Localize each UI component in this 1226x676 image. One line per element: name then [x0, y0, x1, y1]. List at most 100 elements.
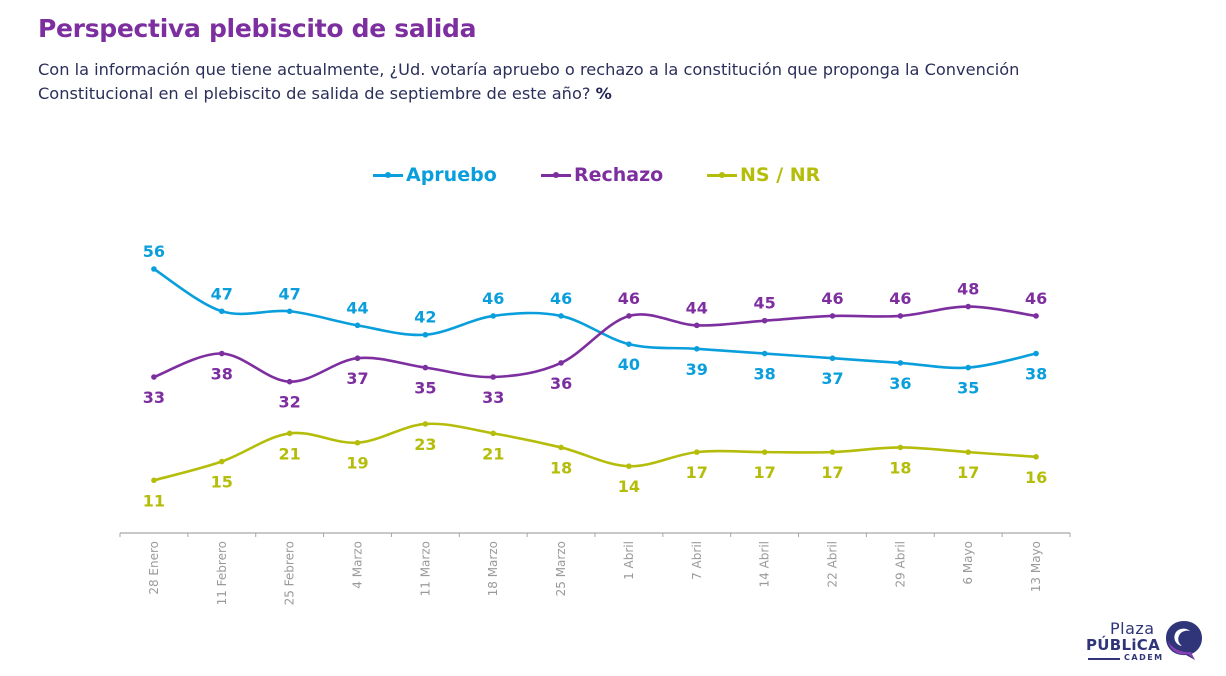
data-point-apruebo	[354, 322, 361, 329]
data-label-nsnr: 21	[482, 444, 504, 463]
data-point-rechazo	[490, 374, 497, 380]
data-point-rechazo	[761, 317, 768, 324]
data-point-apruebo	[829, 355, 836, 362]
data-point-rechazo	[286, 378, 293, 385]
data-point-apruebo	[965, 364, 972, 371]
legend-marker-apruebo	[373, 171, 403, 178]
data-label-nsnr: 19	[346, 454, 368, 473]
data-point-apruebo	[897, 360, 904, 366]
data-point-nsnr	[626, 463, 632, 470]
data-label-nsnr: 15	[211, 473, 233, 492]
data-label-apruebo: 35	[957, 379, 979, 398]
data-label-apruebo: 36	[889, 374, 911, 393]
legend-item-apruebo[interactable]: Apruebo	[373, 164, 497, 186]
chart-legend: Apruebo Rechazo NS / NR	[0, 164, 1226, 194]
data-point-apruebo	[151, 266, 157, 272]
data-label-nsnr: 23	[414, 435, 436, 454]
speech-bubble-logo-icon	[1166, 621, 1202, 660]
data-point-nsnr	[354, 439, 361, 446]
question-text: Con la información que tiene actualmente…	[38, 60, 1020, 103]
data-point-nsnr	[558, 444, 564, 451]
data-label-apruebo: 40	[618, 355, 640, 374]
x-tick-label: 13 Mayo	[1029, 541, 1043, 592]
data-point-apruebo	[761, 350, 768, 357]
x-tick-label: 11 Febrero	[215, 541, 229, 605]
x-tick-label: 14 Abril	[758, 541, 772, 588]
data-label-nsnr: 11	[143, 491, 165, 510]
data-label-apruebo: 42	[414, 308, 436, 327]
data-point-rechazo	[626, 313, 632, 319]
x-tick-label: 28 Enero	[147, 541, 161, 595]
x-tick-label: 1 Abril	[622, 541, 636, 580]
logo-text-plaza: Plaza	[1110, 619, 1155, 638]
data-label-apruebo: 46	[550, 289, 572, 308]
legend-item-nsnr[interactable]: NS / NR	[707, 164, 820, 186]
legend-label-rechazo: Rechazo	[574, 164, 664, 186]
data-label-rechazo: 44	[686, 298, 708, 317]
legend-label-apruebo: Apruebo	[406, 164, 497, 186]
data-label-rechazo: 37	[346, 369, 368, 388]
legend-item-rechazo[interactable]: Rechazo	[541, 164, 663, 186]
x-tick-label: 18 Marzo	[486, 541, 500, 596]
data-label-rechazo: 46	[618, 289, 640, 308]
data-point-apruebo	[490, 313, 497, 319]
data-label-rechazo: 48	[957, 280, 979, 299]
data-point-nsnr	[829, 449, 836, 455]
data-point-rechazo	[1033, 313, 1039, 319]
data-label-rechazo: 38	[211, 365, 233, 384]
data-label-apruebo: 37	[821, 369, 843, 388]
data-point-rechazo	[965, 303, 972, 310]
data-point-rechazo	[354, 355, 361, 362]
data-point-nsnr	[490, 430, 497, 437]
data-point-rechazo	[693, 322, 700, 329]
unit-label: %	[595, 84, 612, 103]
plaza-publica-cadem-logo: Plaza PÚBLiCA CADEM	[1084, 615, 1214, 665]
data-label-apruebo: 44	[346, 298, 368, 317]
data-point-rechazo	[218, 350, 225, 357]
data-label-nsnr: 17	[686, 463, 708, 482]
data-label-apruebo: 47	[211, 284, 233, 303]
data-label-rechazo: 46	[821, 289, 843, 308]
data-label-nsnr: 18	[550, 458, 572, 477]
data-point-nsnr	[151, 477, 157, 484]
data-label-rechazo: 46	[889, 289, 911, 308]
data-label-nsnr: 17	[957, 463, 979, 482]
data-point-nsnr	[897, 444, 904, 451]
data-point-rechazo	[151, 374, 157, 380]
data-label-apruebo: 46	[482, 289, 504, 308]
data-label-rechazo: 35	[414, 379, 436, 398]
data-label-rechazo: 32	[279, 393, 301, 412]
data-point-apruebo	[286, 308, 293, 315]
data-point-nsnr	[422, 421, 429, 427]
x-tick-label: 7 Abril	[690, 541, 704, 580]
data-label-rechazo: 36	[550, 374, 572, 393]
x-tick-label: 25 Febrero	[283, 541, 297, 605]
data-label-apruebo: 38	[1025, 365, 1047, 384]
data-point-nsnr	[218, 458, 225, 465]
data-label-nsnr: 18	[889, 458, 911, 477]
data-label-nsnr: 16	[1025, 468, 1047, 487]
data-point-apruebo	[693, 346, 700, 352]
data-point-rechazo	[422, 364, 429, 371]
data-point-apruebo	[422, 331, 429, 338]
data-point-rechazo	[558, 360, 564, 366]
series-line-nsnr	[152, 422, 1038, 482]
data-label-rechazo: 33	[143, 388, 165, 407]
logo-underline	[1088, 658, 1120, 660]
data-label-nsnr: 17	[821, 463, 843, 482]
data-point-rechazo	[897, 313, 904, 319]
data-label-apruebo: 56	[143, 242, 165, 261]
data-label-nsnr: 21	[279, 444, 301, 463]
legend-label-nsnr: NS / NR	[740, 164, 821, 186]
logo-text-cadem: CADEM	[1124, 653, 1164, 662]
chart-subtitle: Con la información que tiene actualmente…	[38, 58, 1098, 106]
x-tick-label: 11 Marzo	[418, 541, 432, 596]
data-point-rechazo	[829, 313, 836, 319]
x-tick-label: 29 Abril	[893, 541, 907, 588]
data-point-nsnr	[693, 449, 700, 455]
series-line-rechazo	[152, 305, 1038, 383]
x-tick-label: 25 Marzo	[554, 541, 568, 596]
logo-text-publica: PÚBLiCA	[1086, 636, 1161, 654]
x-tick-label: 4 Marzo	[351, 541, 365, 589]
x-tick-label: 22 Abril	[826, 541, 840, 588]
